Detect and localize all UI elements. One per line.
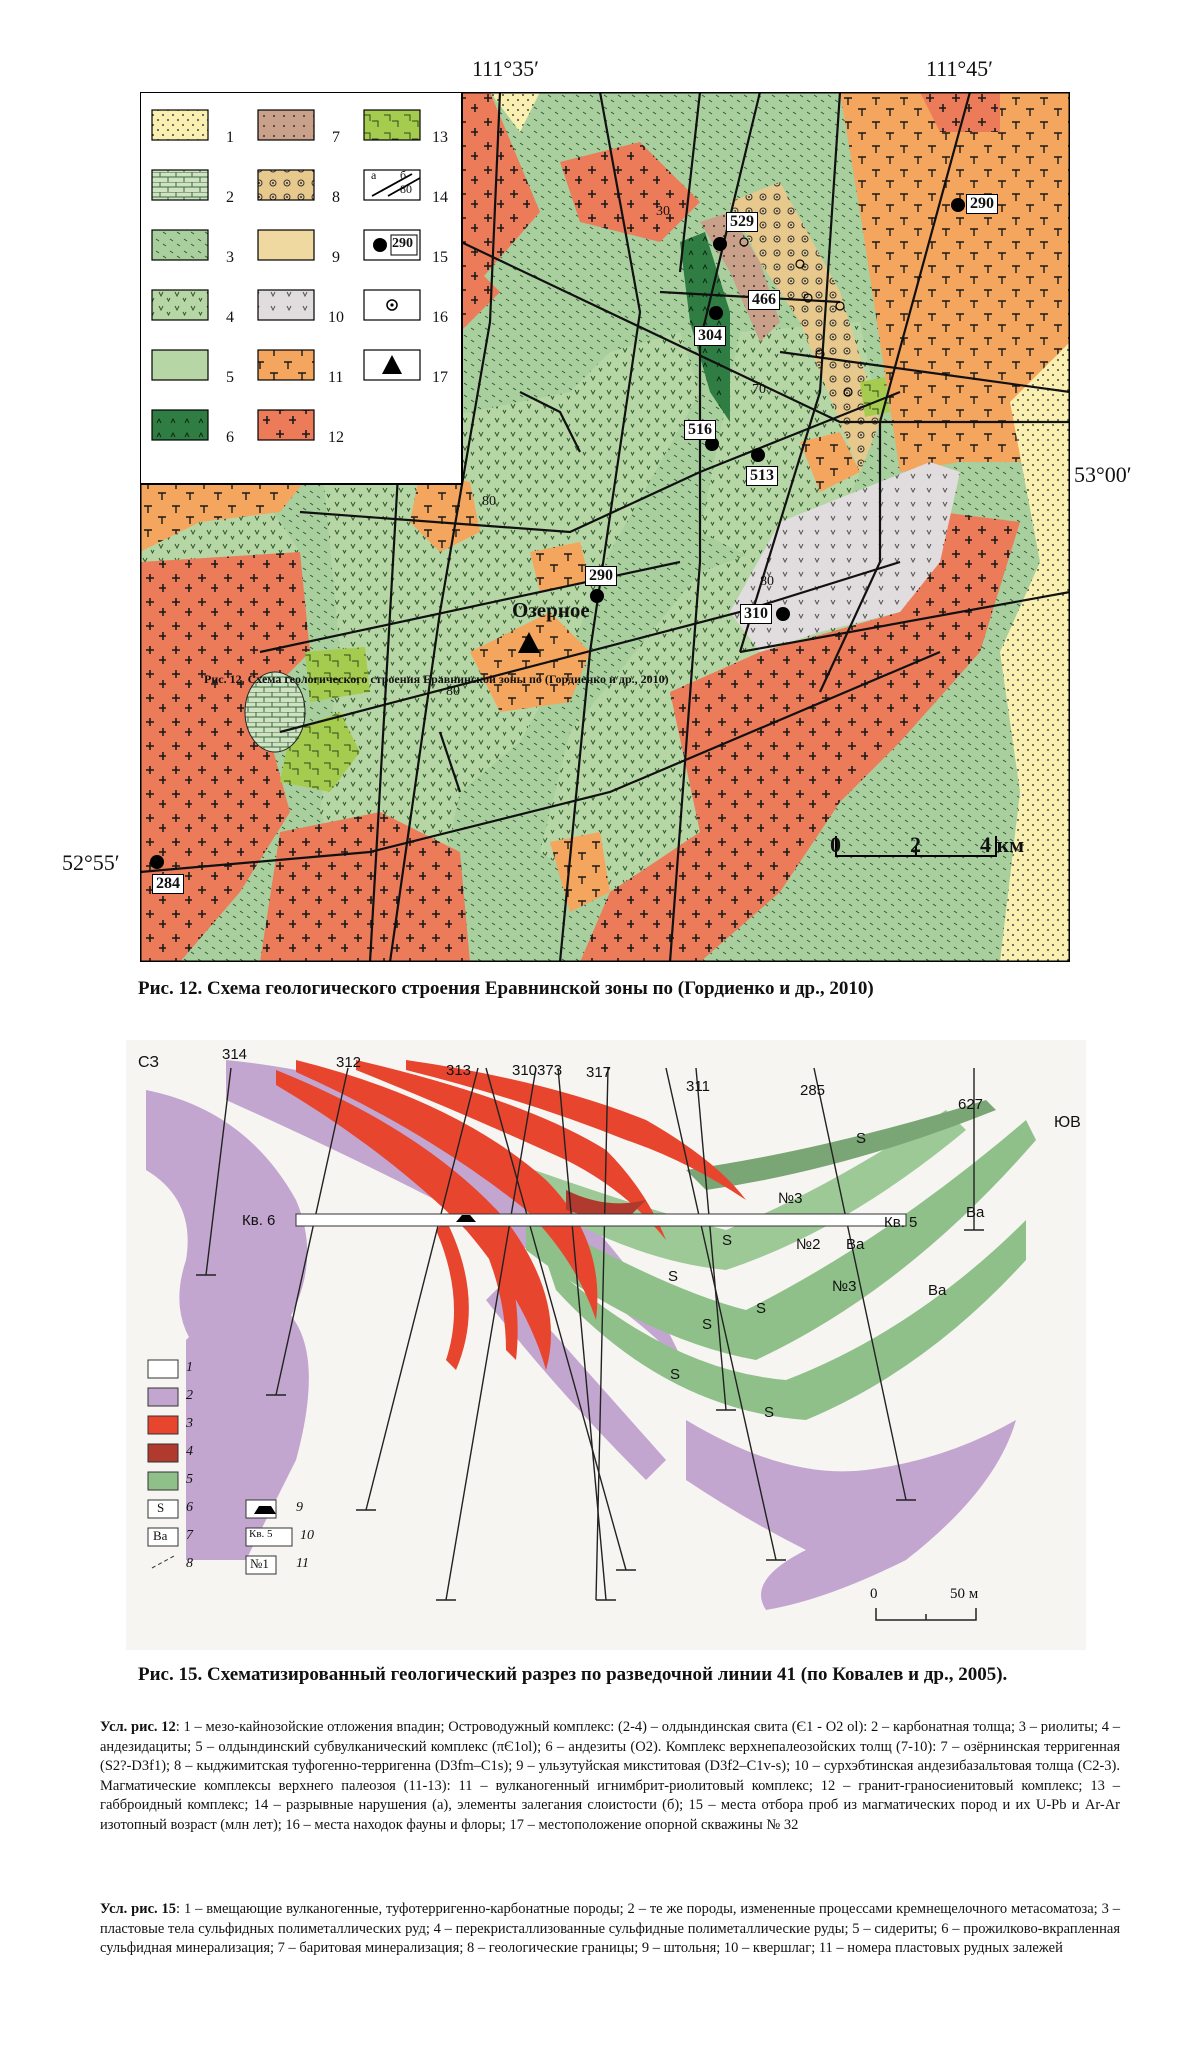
- legend-num-8: 8: [332, 189, 340, 206]
- legend-num-14: 14: [432, 189, 448, 206]
- dip-80-a: 80: [482, 494, 496, 509]
- legend-num-6: 6: [226, 429, 234, 446]
- mark-ba-1: Ba: [966, 1204, 985, 1221]
- legend-num-4: 4: [226, 309, 234, 326]
- scale-2: 2: [910, 832, 921, 857]
- legend-notes-fig12: Усл. рис. 12: 1 – мезо-кайнозойские отло…: [100, 1718, 1120, 1836]
- ore-body-2: №2: [796, 1236, 821, 1253]
- sect-scale-50m: 50 м: [950, 1586, 979, 1602]
- legend-num-12: 12: [328, 429, 344, 446]
- well-285: 285: [800, 1082, 826, 1099]
- legend-15-label: 290: [392, 236, 413, 251]
- sample-513: 513: [746, 466, 778, 486]
- sect-legend-7: 7: [186, 1528, 193, 1543]
- longitude-label-1: 111°35′: [472, 56, 539, 81]
- map-overlay-caption: Рис. 12. Схема геологического строения Е…: [204, 672, 669, 686]
- dip-80-b: 80: [760, 574, 774, 589]
- mark-s-5: S: [702, 1316, 713, 1333]
- section-nw: СЗ: [138, 1054, 160, 1071]
- dip-30: 30: [656, 204, 670, 219]
- section-se: ЮВ: [1054, 1114, 1081, 1131]
- mark-s-6: S: [670, 1366, 681, 1383]
- sample-466: 466: [748, 290, 780, 310]
- sect-legend-ba: Ba: [153, 1528, 168, 1543]
- sample-516: 516: [684, 420, 716, 440]
- figure-12-caption: Рис. 12. Схема геологического строения Е…: [138, 978, 874, 999]
- dip-70: 70: [752, 382, 766, 397]
- place-ozernoe: Озерное: [512, 598, 590, 622]
- sample-290-ne: 290: [966, 194, 998, 214]
- legend-num-15: 15: [432, 249, 448, 266]
- legend-num-3: 3: [226, 249, 234, 266]
- sect-scale-0: 0: [870, 1586, 878, 1602]
- ore-body-3a: №3: [778, 1190, 803, 1207]
- sect-legend-kv: Кв. 5: [249, 1528, 273, 1540]
- sect-legend-11: 11: [296, 1556, 309, 1571]
- sect-legend-1: 1: [186, 1360, 193, 1375]
- sample-290: 290: [585, 566, 617, 586]
- latitude-label-1: 53°00′: [1074, 462, 1132, 487]
- longitude-label-2: 111°45′: [926, 56, 993, 81]
- sect-legend-10: 10: [300, 1528, 314, 1543]
- well-627: 627: [958, 1096, 984, 1113]
- legend-num-13: 13: [432, 129, 448, 146]
- cross-section: [126, 1040, 1086, 1650]
- legend-num-11: 11: [328, 369, 344, 386]
- legend-num-1: 1: [226, 129, 234, 146]
- legend-num-16: 16: [432, 309, 448, 326]
- mark-s-2: S: [722, 1232, 733, 1249]
- legend-num-10: 10: [328, 309, 344, 326]
- sect-legend-n: №1: [250, 1556, 269, 1571]
- figure-15-caption: Рис. 15. Схематизированный геологический…: [138, 1664, 1008, 1685]
- legend-14-dip: 80: [400, 182, 412, 196]
- latitude-label-2: 52°55′: [62, 850, 120, 875]
- legend-num-9: 9: [332, 249, 340, 266]
- well-317: 317: [586, 1064, 612, 1081]
- mark-ba-2: Ba: [846, 1236, 865, 1253]
- notes-15-text: : 1 – вмещающие вулканогенные, туфотерри…: [100, 1901, 1120, 1957]
- legend-num-7: 7: [332, 129, 340, 146]
- sect-legend-s: S: [157, 1500, 165, 1515]
- well-311: 311: [686, 1078, 710, 1095]
- adit-kv5: Кв. 5: [884, 1214, 918, 1231]
- notes-12-title: Усл. рис. 12: [100, 1719, 176, 1735]
- ore-body-3b: №3: [832, 1278, 857, 1295]
- legend-num-5: 5: [226, 369, 234, 386]
- map-scale-bar: [828, 828, 1008, 858]
- sample-284: 284: [152, 874, 184, 894]
- sect-legend-4: 4: [186, 1444, 193, 1459]
- legend-num-17: 17: [432, 369, 448, 386]
- legend-14-a: а: [371, 168, 377, 182]
- well-310373: 310373: [512, 1062, 563, 1079]
- legend-notes-fig15: Усл. рис. 15: 1 – вмещающие вулканогенны…: [100, 1900, 1120, 1959]
- mark-s-7: S: [764, 1404, 775, 1421]
- sample-310: 310: [740, 604, 772, 624]
- adit-kv6: Кв. 6: [242, 1212, 276, 1229]
- dip-80-c: 80: [446, 684, 460, 699]
- well-314: 314: [222, 1046, 248, 1063]
- legend-num-2: 2: [226, 189, 234, 206]
- sect-legend-9: 9: [296, 1500, 303, 1515]
- sect-legend-3: 3: [186, 1416, 193, 1431]
- scale-4km: 4 км: [980, 832, 1025, 857]
- mark-s-4: S: [756, 1300, 767, 1317]
- sample-529: 529: [726, 212, 758, 232]
- notes-15-title: Усл. рис. 15: [100, 1901, 177, 1917]
- sect-legend-2: 2: [186, 1388, 193, 1403]
- notes-12-text: : 1 – мезо-кайнозойские отложения впадин…: [100, 1719, 1120, 1833]
- well-312: 312: [336, 1054, 362, 1071]
- sect-legend-6: 6: [186, 1500, 193, 1515]
- geological-map: [140, 92, 1070, 962]
- sect-legend-8: 8: [186, 1556, 193, 1571]
- well-313: 313: [446, 1062, 472, 1079]
- mark-s-3: S: [668, 1268, 679, 1285]
- scale-0: 0: [830, 832, 841, 857]
- sect-legend-5: 5: [186, 1472, 193, 1487]
- sample-304: 304: [694, 326, 726, 346]
- legend-14-b: б: [400, 168, 407, 182]
- mark-s-1: S: [856, 1130, 867, 1147]
- mark-ba-3: Ba: [928, 1282, 947, 1299]
